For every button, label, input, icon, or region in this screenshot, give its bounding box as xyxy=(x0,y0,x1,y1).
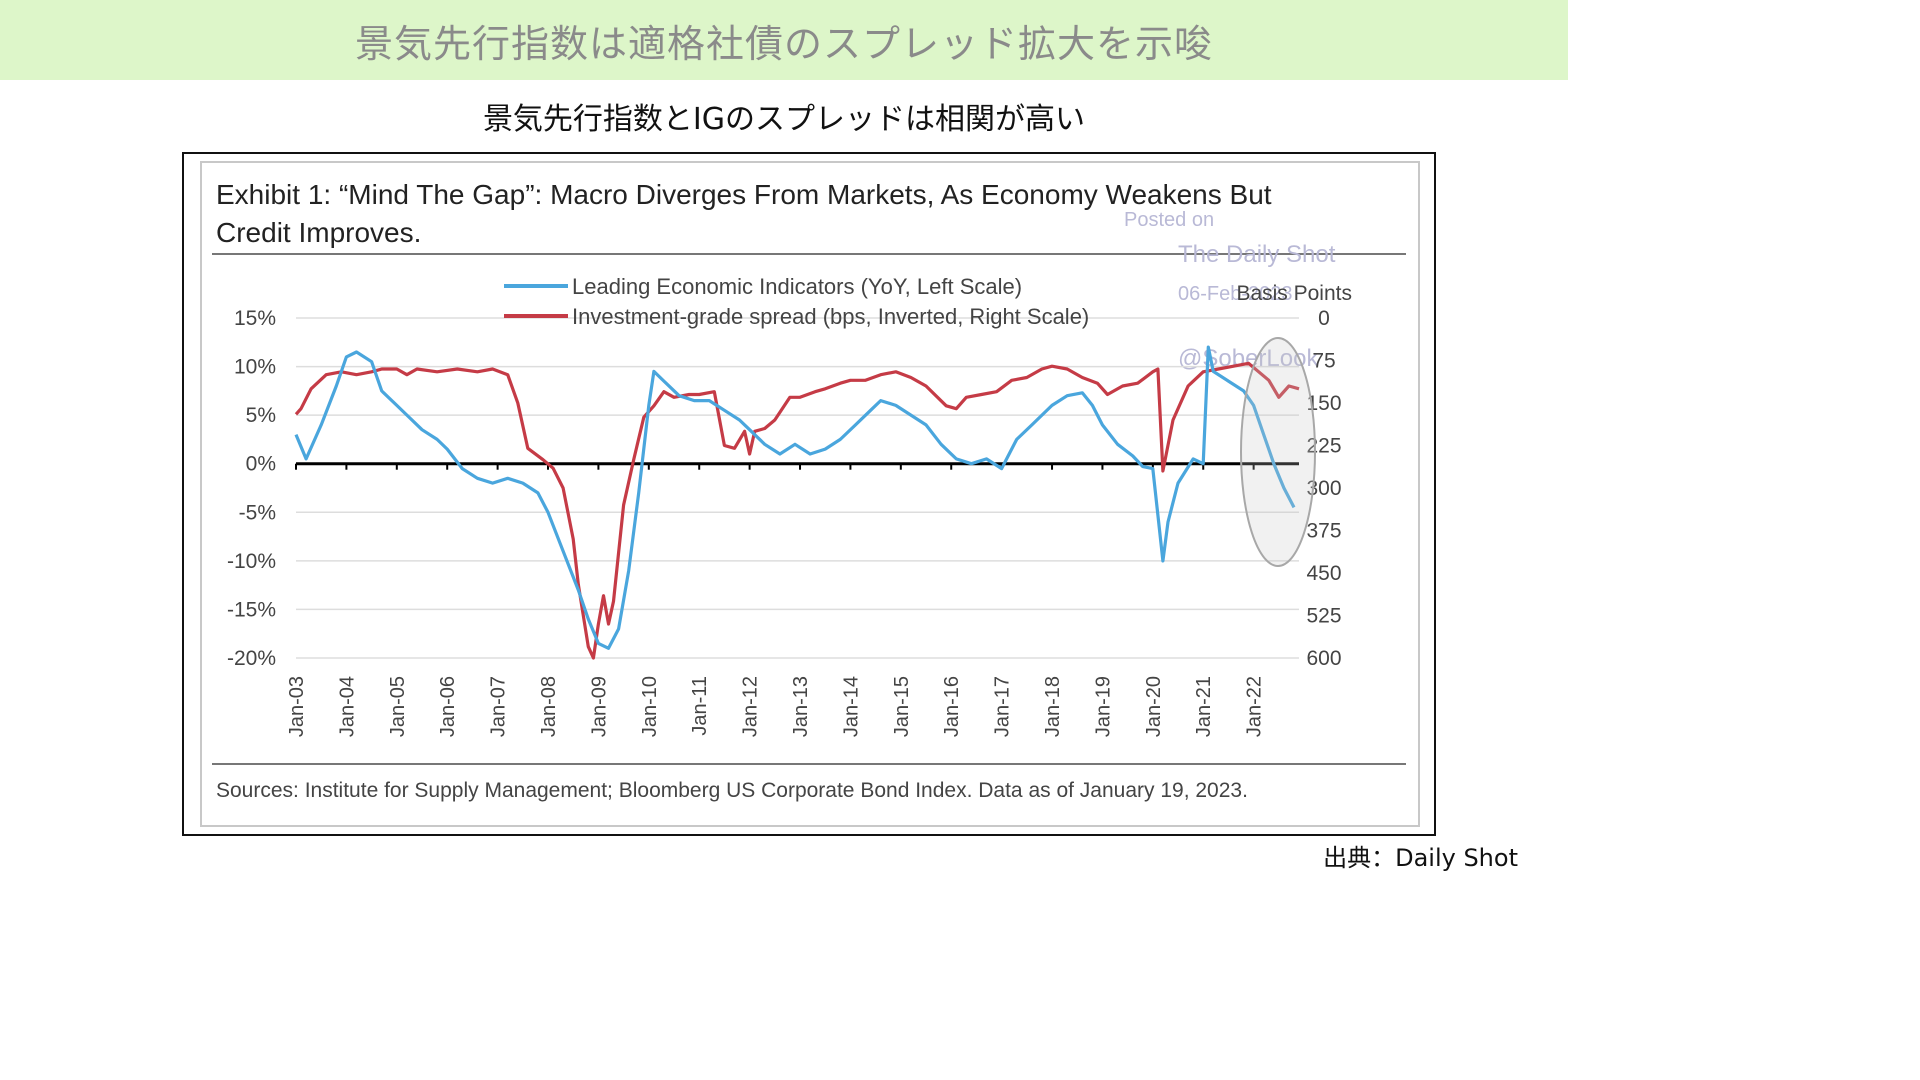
left-tick-label: -10% xyxy=(227,550,276,573)
right-tick-label: 525 xyxy=(1306,605,1341,628)
x-tick-label: Jan-18 xyxy=(1042,676,1064,737)
x-tick-label: Jan-05 xyxy=(387,676,409,737)
right-tick-label: 600 xyxy=(1306,647,1341,670)
series-line-ig-spread xyxy=(294,361,1300,660)
x-tick-label: Jan-10 xyxy=(639,676,661,737)
chart-svg: Exhibit 1: “Mind The Gap”: Macro Diverge… xyxy=(200,161,1420,827)
left-tick-label: 10% xyxy=(234,356,276,379)
chart-title-line1: Exhibit 1: “Mind The Gap”: Macro Diverge… xyxy=(216,179,1272,210)
x-tick-label: Jan-11 xyxy=(689,676,711,736)
chart-frame: Exhibit 1: “Mind The Gap”: Macro Diverge… xyxy=(182,152,1436,836)
x-tick-label: Jan-15 xyxy=(891,676,913,737)
banner: 景気先行指数は適格社債のスプレッド拡大を示唆 xyxy=(0,0,1568,80)
right-axis-label: Basis Points xyxy=(1236,282,1352,305)
series-line-lei xyxy=(294,345,1296,650)
series-layer xyxy=(294,345,1300,660)
x-tick-label: Jan-16 xyxy=(941,676,963,737)
right-tick-label: 75 xyxy=(1312,350,1335,373)
watermark-line2: The Daily Shot xyxy=(1178,241,1336,268)
left-tick-label: 15% xyxy=(234,307,276,330)
x-tick-label: Jan-04 xyxy=(336,676,358,737)
x-tick-label: Jan-06 xyxy=(437,676,459,737)
x-tick-label: Jan-03 xyxy=(286,676,308,737)
x-tick-label: Jan-20 xyxy=(1143,676,1165,737)
grid-lines xyxy=(296,317,1299,659)
right-tick-label: 0 xyxy=(1318,307,1330,330)
x-tick-label: Jan-12 xyxy=(740,676,762,737)
chart-inner-border xyxy=(200,161,1420,827)
legend-label: Investment-grade spread (bps, Inverted, … xyxy=(572,304,1089,329)
chart-subtitle: 景気先行指数とIGのスプレッドは相関が高い xyxy=(482,102,1086,137)
x-tick-label: Jan-14 xyxy=(840,676,862,737)
left-tick-label: 0% xyxy=(246,453,276,476)
banner-title: 景気先行指数は適格社債のスプレッド拡大を示唆 xyxy=(354,21,1213,66)
left-tick-label: -20% xyxy=(227,647,276,670)
x-tick-label: Jan-22 xyxy=(1244,676,1266,737)
x-tick-label: Jan-07 xyxy=(488,676,510,737)
watermark-line4: @SoberLook xyxy=(1178,345,1319,372)
chart-footnote: Sources: Institute for Supply Management… xyxy=(216,779,1248,802)
watermark-line3: 06-Feb-2023 xyxy=(1178,283,1293,305)
x-tick-label: Jan-19 xyxy=(1092,676,1114,737)
chart-title-line2: Credit Improves. xyxy=(216,217,421,248)
right-tick-label: 150 xyxy=(1306,392,1341,415)
x-tick-label: Jan-21 xyxy=(1193,676,1215,737)
legend: Leading Economic Indicators (YoY, Left S… xyxy=(504,274,1089,329)
legend-label: Leading Economic Indicators (YoY, Left S… xyxy=(572,274,1022,299)
watermark-line1: Posted on xyxy=(1124,209,1214,231)
right-tick-label: 375 xyxy=(1306,520,1341,543)
x-tick-label: Jan-09 xyxy=(588,676,610,737)
highlight-ellipse xyxy=(1240,337,1316,567)
right-tick-label: 450 xyxy=(1306,562,1341,585)
watermark: Posted on The Daily Shot 06-Feb-2023 @So… xyxy=(1124,209,1336,372)
left-tick-label: 5% xyxy=(246,404,276,427)
left-tick-label: -15% xyxy=(227,598,276,621)
x-tick-label: Jan-17 xyxy=(992,676,1014,737)
left-axis-ticks: 15% 10% 5% 0% -5% -10% -15% -20% xyxy=(227,307,276,670)
x-tick-label: Jan-13 xyxy=(790,676,812,737)
source-credit: 出典：Daily Shot xyxy=(1323,844,1518,872)
right-tick-label: 300 xyxy=(1306,477,1341,500)
x-tick-label: Jan-08 xyxy=(538,676,560,737)
left-tick-label: -5% xyxy=(239,501,276,524)
x-axis-ticks: Jan-03 Jan-04 Jan-05 Jan-06 Jan-07 Jan-08 Jan-… xyxy=(286,676,1266,737)
